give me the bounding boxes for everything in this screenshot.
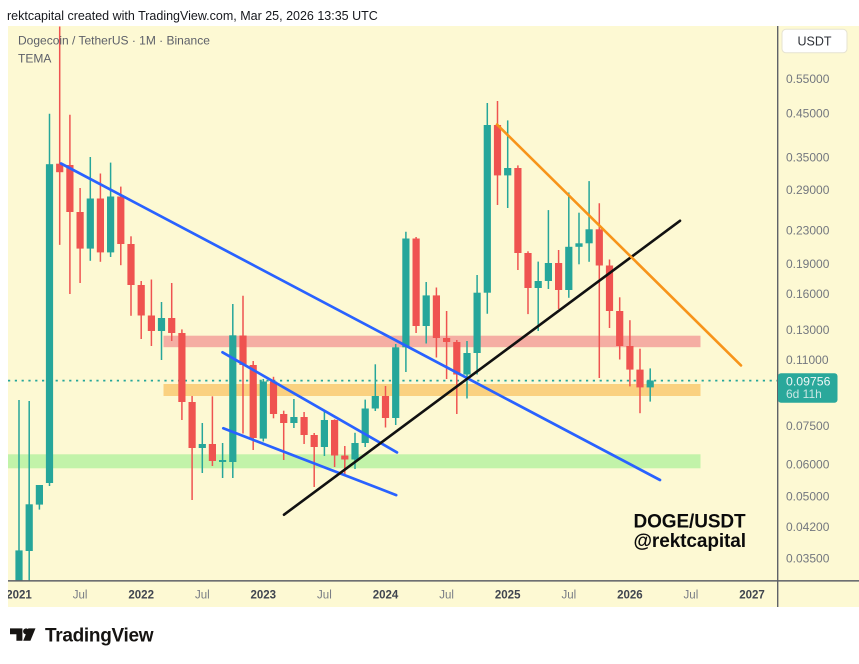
svg-text:Jul: Jul — [317, 590, 332, 602]
svg-text:rektcapital created with Tradi: rektcapital created with TradingView.com… — [7, 9, 378, 23]
svg-text:@rektcapital: @rektcapital — [634, 531, 746, 552]
svg-text:0.09756: 0.09756 — [786, 375, 831, 389]
svg-text:0.03500: 0.03500 — [786, 552, 830, 566]
svg-text:2025: 2025 — [495, 590, 521, 602]
svg-text:2026: 2026 — [617, 590, 643, 602]
svg-text:Dogecoin / TetherUS · 1M · Bin: Dogecoin / TetherUS · 1M · Binance — [18, 34, 210, 48]
svg-text:0.16000: 0.16000 — [786, 287, 830, 301]
svg-text:2027: 2027 — [739, 590, 765, 602]
svg-text:0.55000: 0.55000 — [786, 72, 830, 86]
svg-text:0.13000: 0.13000 — [786, 323, 830, 337]
svg-text:0.06000: 0.06000 — [786, 458, 830, 472]
svg-text:6d 11h: 6d 11h — [786, 387, 822, 401]
svg-text:0.29000: 0.29000 — [786, 183, 830, 197]
svg-text:DOGE/USDT: DOGE/USDT — [634, 512, 747, 533]
svg-text:0.07500: 0.07500 — [786, 419, 830, 433]
svg-text:0.05000: 0.05000 — [786, 489, 830, 503]
svg-text:0.45000: 0.45000 — [786, 106, 830, 120]
svg-text:0.19000: 0.19000 — [786, 257, 830, 271]
svg-text:0.23000: 0.23000 — [786, 224, 830, 238]
svg-text:TEMA: TEMA — [18, 52, 51, 66]
svg-text:Jul: Jul — [561, 590, 576, 602]
svg-text:2021: 2021 — [6, 590, 32, 602]
svg-text:0.35000: 0.35000 — [786, 150, 830, 164]
svg-text:2023: 2023 — [251, 590, 277, 602]
svg-text:Jul: Jul — [439, 590, 454, 602]
svg-text:0.04200: 0.04200 — [786, 520, 830, 534]
svg-text:0.11000: 0.11000 — [786, 353, 829, 367]
svg-text:USDT: USDT — [797, 34, 831, 48]
svg-text:Jul: Jul — [684, 590, 699, 602]
svg-text:2022: 2022 — [128, 590, 154, 602]
svg-text:Jul: Jul — [195, 590, 210, 602]
svg-text:TradingView: TradingView — [45, 626, 154, 647]
svg-text:Jul: Jul — [73, 590, 88, 602]
svg-text:2024: 2024 — [373, 590, 399, 602]
